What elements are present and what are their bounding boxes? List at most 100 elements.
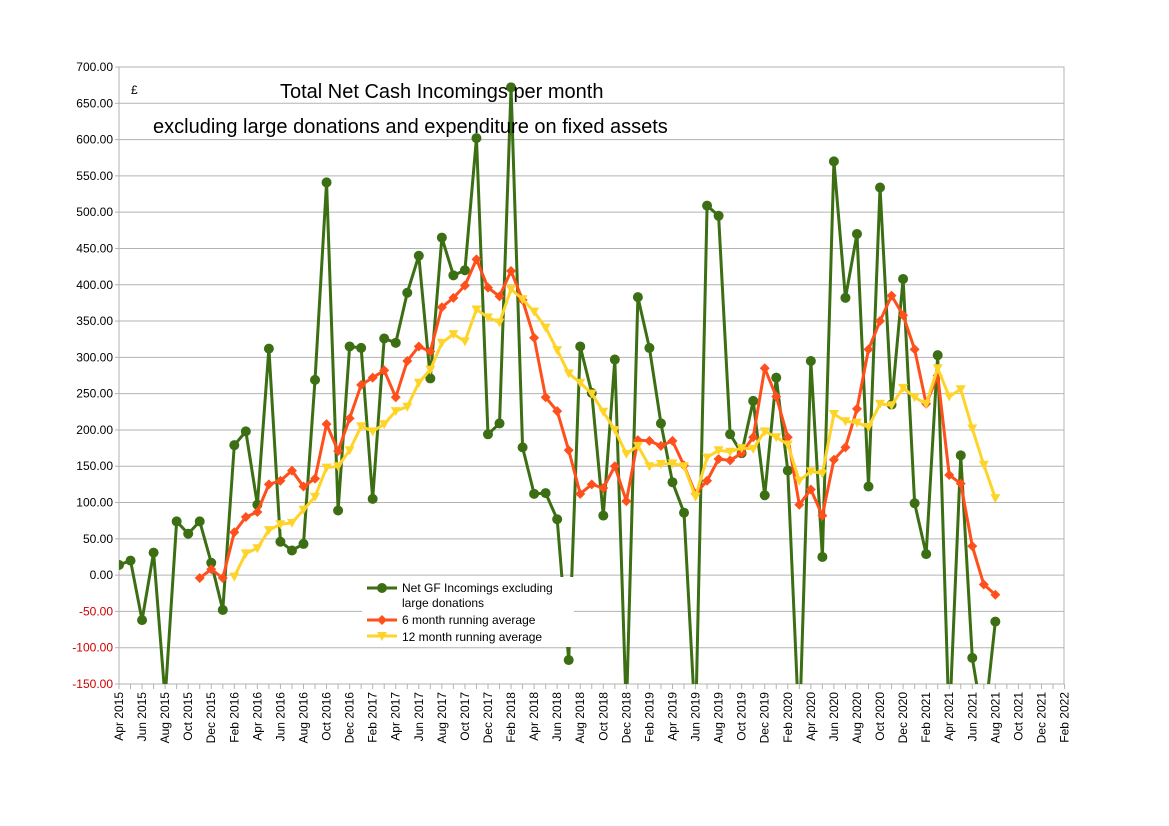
legend-label-1-line-1: Net GF Incomings excluding <box>402 581 553 595</box>
data-point <box>586 479 597 490</box>
data-point <box>402 355 413 366</box>
data-point <box>333 445 344 456</box>
data-point <box>494 291 505 302</box>
data-point <box>459 265 470 276</box>
data-point <box>736 444 747 454</box>
data-point <box>321 419 332 430</box>
data-point <box>805 484 816 495</box>
data-point <box>748 432 759 443</box>
data-point <box>459 280 470 291</box>
data-point <box>482 282 493 293</box>
data-point <box>448 270 459 281</box>
data-point <box>817 469 828 479</box>
data-point <box>955 385 966 395</box>
y-tick-label: 550.00 <box>76 169 113 183</box>
x-tick-label: Jun 2020 <box>827 692 841 742</box>
data-point <box>379 420 390 430</box>
x-axis-ticks: Apr 2015 Jun 2015 Aug 2015 Oct 2015 Dec 2015… <box>112 684 1072 743</box>
data-point <box>286 518 297 528</box>
x-tick-label: Jun 2021 <box>965 692 979 742</box>
data-point <box>171 516 182 527</box>
data-point <box>344 446 355 456</box>
data-point <box>655 440 666 451</box>
data-point <box>863 423 874 433</box>
data-point <box>886 401 897 411</box>
data-point <box>851 403 862 414</box>
data-point <box>506 265 517 276</box>
data-point <box>978 460 989 470</box>
y-tick-label: 50.00 <box>83 532 113 546</box>
x-tick-label: Feb 2021 <box>919 692 933 743</box>
data-point <box>736 448 747 459</box>
data-point <box>425 365 436 375</box>
x-tick-label: Feb 2020 <box>781 692 795 743</box>
data-point <box>263 479 274 490</box>
data-point <box>782 465 793 476</box>
data-point <box>586 389 597 399</box>
data-point <box>494 318 505 328</box>
legend-label-1: Net GF Incomings excluding large donatio… <box>402 581 556 610</box>
data-point <box>321 463 332 473</box>
x-tick-label: Jun 2017 <box>412 692 426 742</box>
data-point <box>609 354 620 365</box>
data-point <box>482 429 493 440</box>
data-point <box>229 440 240 451</box>
data-point <box>425 373 436 384</box>
data-point <box>333 462 344 472</box>
data-point <box>875 399 886 409</box>
data-point <box>725 429 736 440</box>
data-point <box>794 476 805 486</box>
data-point <box>955 450 966 461</box>
y-tick-label: 450.00 <box>76 241 113 255</box>
data-point <box>863 344 874 355</box>
legend-marker-1 <box>377 583 387 593</box>
data-point <box>967 541 978 552</box>
y-tick-label: -50.00 <box>79 604 113 618</box>
data-point <box>713 210 724 221</box>
data-point <box>217 604 228 615</box>
data-point <box>932 350 943 361</box>
legend-entry-1: Net GF Incomings excluding large donatio… <box>367 581 556 610</box>
data-point <box>759 363 770 374</box>
data-point <box>632 441 643 451</box>
data-point <box>875 316 886 327</box>
x-tick-label: Jun 2016 <box>273 692 287 742</box>
x-tick-label: Apr 2017 <box>389 692 403 741</box>
data-point <box>459 337 470 347</box>
data-point <box>390 392 401 403</box>
data-point <box>679 462 690 472</box>
x-tick-label: Aug 2017 <box>435 692 449 744</box>
data-point <box>598 483 609 494</box>
data-point <box>840 417 851 427</box>
data-point <box>413 378 424 388</box>
data-point <box>321 177 332 188</box>
series-layer <box>119 82 1001 684</box>
data-point <box>782 432 793 443</box>
data-point <box>402 287 413 298</box>
data-point <box>194 573 205 584</box>
x-tick-label: Jun 2019 <box>689 692 703 742</box>
y-tick-label: 350.00 <box>76 314 113 328</box>
x-tick-label: Aug 2015 <box>158 692 172 744</box>
data-point <box>575 488 586 499</box>
data-point <box>344 413 355 424</box>
data-point <box>679 507 690 518</box>
data-point <box>529 307 540 317</box>
data-point <box>390 407 401 417</box>
data-point <box>310 492 321 502</box>
data-point <box>482 313 493 323</box>
x-tick-label: Dec 2018 <box>619 692 633 744</box>
data-point <box>863 481 874 492</box>
data-point <box>413 341 424 352</box>
y-tick-label: 200.00 <box>76 423 113 437</box>
data-point <box>771 433 782 443</box>
x-tick-label: Dec 2019 <box>758 692 772 744</box>
data-point <box>944 469 955 480</box>
data-point <box>667 435 678 446</box>
data-point <box>978 579 989 590</box>
data-point <box>655 460 666 470</box>
data-point <box>275 536 286 547</box>
data-point <box>898 383 909 393</box>
data-point <box>229 527 240 538</box>
data-point <box>333 505 344 516</box>
